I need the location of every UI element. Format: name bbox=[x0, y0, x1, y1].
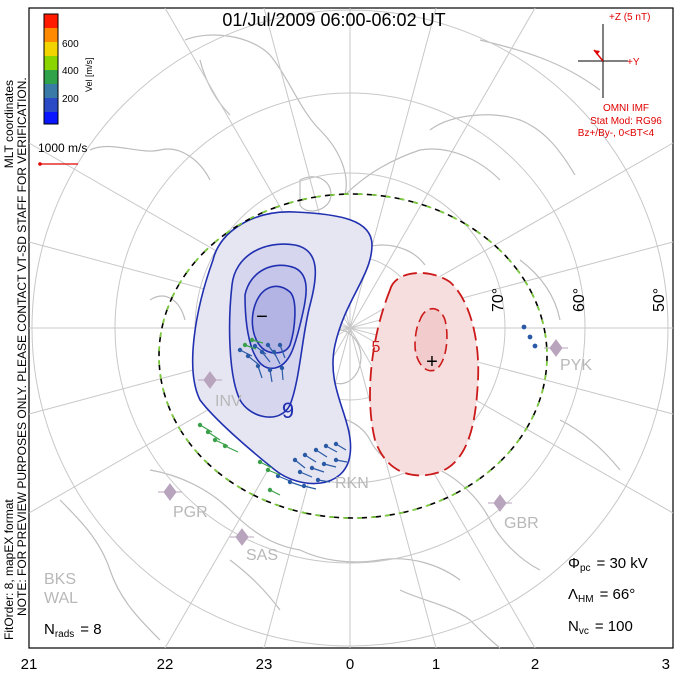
colorbar-swatch bbox=[44, 42, 58, 56]
colorbar-swatch bbox=[44, 56, 58, 70]
colorbar-swatch bbox=[44, 14, 58, 28]
mlt-label-1: 1 bbox=[432, 656, 440, 673]
map-title: 01/Jul/2009 06:00-06:02 UT bbox=[222, 10, 445, 30]
latitude-label-60: 60° bbox=[571, 288, 588, 312]
fit-statistics: Nrads = 8 Φpc = 30 kV ΛHM = 66° Nvc = 100 bbox=[44, 555, 648, 640]
preview-note: NOTE: FOR PREVIEW PURPOSES ONLY. PLEASE … bbox=[15, 77, 29, 616]
mlt-label-22: 22 bbox=[157, 656, 174, 673]
mlt-label-2: 2 bbox=[531, 656, 539, 673]
mlt-axis: 21 22 23 0 1 2 3 bbox=[21, 656, 670, 673]
colorbar-swatch bbox=[44, 112, 58, 124]
imf-dial: +Z (5 nT) +Y OMNI IMF Stat Mod: RG96 Bz+… bbox=[578, 12, 663, 139]
contour-label-positive: 5 bbox=[372, 339, 381, 356]
radar-sites: INV RKN PYK PGR SAS GBR BKS WAL bbox=[44, 339, 592, 607]
reference-vector bbox=[38, 162, 78, 166]
potential-max-marker: + bbox=[426, 351, 438, 373]
radar-label-bks: BKS bbox=[44, 571, 76, 588]
colorbar-tick-600: 600 bbox=[62, 39, 79, 50]
latitude-label-70: 70° bbox=[490, 288, 507, 312]
mlt-label-0: 0 bbox=[346, 656, 354, 673]
radar-label-pgr: PGR bbox=[173, 504, 208, 521]
velocity-vectors bbox=[197, 324, 538, 496]
reference-vector-label: 1000 m/s bbox=[38, 141, 87, 155]
contour-label-negative: 9 bbox=[282, 398, 294, 423]
radar-label-pyk: PYK bbox=[560, 357, 592, 374]
lambda-hm-stat: ΛHM = 66° bbox=[568, 586, 635, 605]
colorbar-swatch bbox=[44, 70, 58, 84]
radar-label-sas: SAS bbox=[246, 547, 278, 564]
colorbar-swatch bbox=[44, 28, 58, 42]
hm-boundary bbox=[158, 193, 548, 519]
mlt-label-21: 21 bbox=[21, 656, 38, 673]
radar-label-gbr: GBR bbox=[504, 515, 539, 532]
mlt-label-3: 3 bbox=[662, 656, 670, 673]
nrads-stat: Nrads = 8 bbox=[44, 621, 102, 640]
velocity-colorbar: 600 400 200 Vel [m/s] bbox=[43, 13, 94, 125]
positive-potential-cell bbox=[369, 272, 480, 477]
colorbar-swatch bbox=[44, 84, 58, 98]
colorbar-tick-200: 200 bbox=[62, 94, 79, 105]
radar-label-wal: WAL bbox=[44, 590, 78, 607]
mlt-label-23: 23 bbox=[256, 656, 273, 673]
colorbar-label: Vel [m/s] bbox=[84, 57, 94, 92]
nvc-stat: Nvc = 100 bbox=[568, 618, 633, 637]
fit-order-note: FitOrder: 8, mapEX format bbox=[2, 499, 16, 640]
mlt-coordinates-label: MLT coordinates bbox=[2, 80, 16, 168]
imf-y-label: +Y bbox=[627, 57, 640, 68]
colorbar-tick-400: 400 bbox=[62, 66, 79, 77]
phi-pc-stat: Φpc = 30 kV bbox=[568, 555, 648, 574]
colorbar-swatch bbox=[44, 98, 58, 112]
latitude-label-50: 50° bbox=[651, 288, 668, 312]
imf-source: OMNI IMF bbox=[603, 103, 649, 114]
radar-label-rkn: RKN bbox=[335, 475, 369, 492]
potential-min-marker: − bbox=[256, 306, 268, 328]
stat-model: Stat Mod: RG96 bbox=[590, 116, 662, 127]
radar-label-inv: INV bbox=[215, 393, 242, 410]
imf-condition: Bz+/By-, 0<BT<4 bbox=[578, 128, 655, 139]
imf-z-label: +Z (5 nT) bbox=[609, 12, 650, 23]
